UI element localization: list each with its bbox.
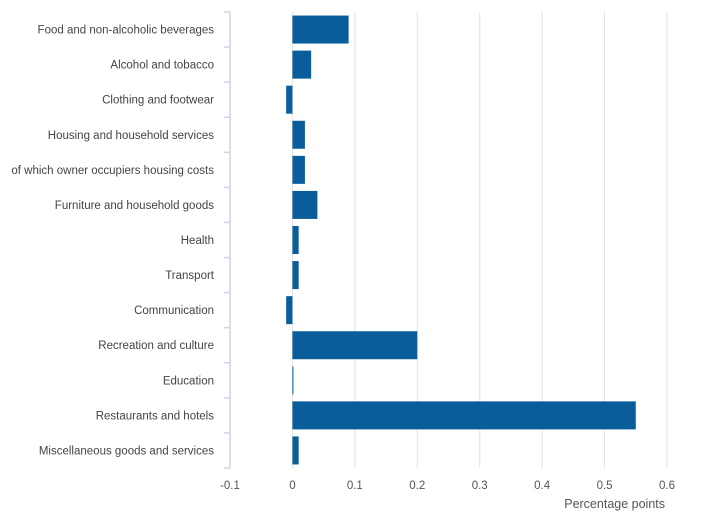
category-label: Miscellaneous goods and services xyxy=(39,445,214,457)
x-tick-label: 0 xyxy=(289,480,295,492)
bar xyxy=(286,85,293,114)
x-tick-label: 0.1 xyxy=(347,480,363,492)
category-label: Transport xyxy=(165,270,215,282)
category-label: Clothing and footwear xyxy=(102,95,214,107)
category-label: Housing and household services xyxy=(48,130,214,142)
category-label: Food and non-alcoholic beverages xyxy=(38,25,215,37)
bar xyxy=(292,436,299,465)
bar xyxy=(292,331,418,360)
x-tick-label: 0.5 xyxy=(597,480,613,492)
bar xyxy=(286,296,293,325)
category-label: Recreation and culture xyxy=(98,340,214,352)
x-tick-label: -0.1 xyxy=(220,480,240,492)
category-label: Furniture and household goods xyxy=(55,200,214,212)
x-tick-label: 0.4 xyxy=(534,480,551,492)
bar xyxy=(292,50,312,79)
bar xyxy=(292,120,305,149)
x-tick-label: 0.6 xyxy=(659,480,675,492)
bar xyxy=(292,190,318,219)
x-tick-label: 0.3 xyxy=(472,480,488,492)
bar xyxy=(292,401,636,430)
bar xyxy=(292,15,349,44)
bar xyxy=(292,226,299,254)
x-tick-labels: -0.1 0 0.1 0.2 0.3 0.4 0.5 0.6 xyxy=(220,480,675,492)
category-label: Education xyxy=(163,375,214,387)
category-label: of which owner occupiers housing costs xyxy=(11,165,214,177)
bars xyxy=(286,15,636,465)
category-axis xyxy=(224,11,231,469)
category-label: Restaurants and hotels xyxy=(96,410,215,422)
category-labels: Food and non-alcoholic beverages Alcohol … xyxy=(11,25,214,458)
category-label: Communication xyxy=(134,305,214,317)
x-tick-label: 0.2 xyxy=(409,480,425,492)
bar xyxy=(292,261,299,290)
category-label: Health xyxy=(181,235,214,247)
gridlines xyxy=(291,12,668,468)
bar xyxy=(292,155,305,184)
bar xyxy=(292,366,294,395)
x-axis-title: Percentage points xyxy=(564,497,665,511)
category-label: Alcohol and tobacco xyxy=(110,60,214,72)
